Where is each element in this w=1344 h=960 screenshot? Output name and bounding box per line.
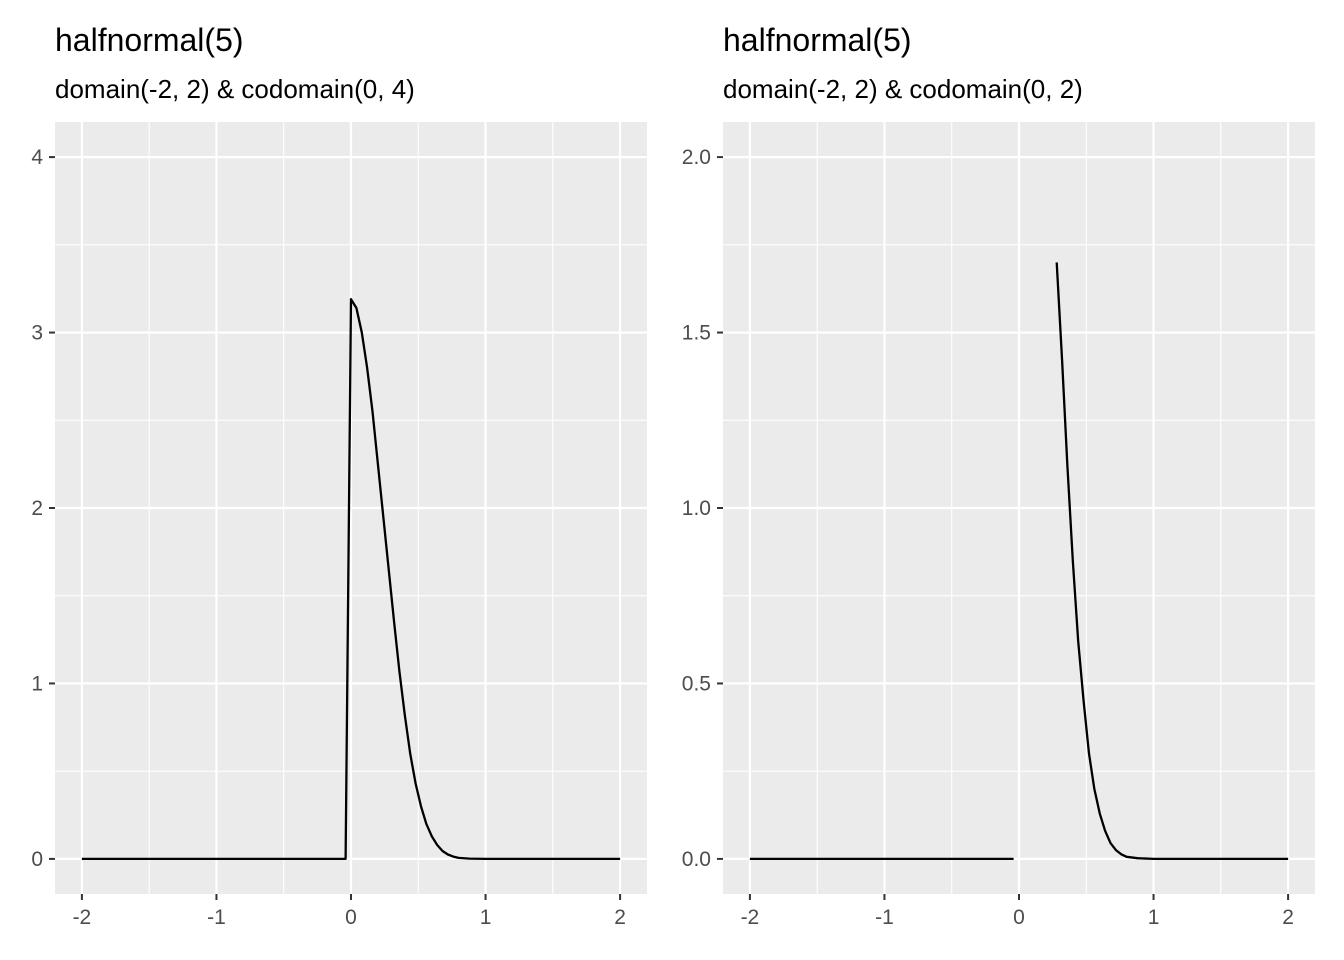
y-tick-label: 1 <box>31 672 43 695</box>
chart-title: halfnormal(5) <box>55 22 244 58</box>
chart-panel-right: halfnormal(5) domain(-2, 2) & codomain(0… <box>668 0 1336 960</box>
y-tick-label: 1.0 <box>682 497 711 520</box>
y-tick-label: 3 <box>31 322 43 345</box>
x-tick-label: -1 <box>207 906 226 929</box>
y-tick-label: 0.5 <box>682 672 711 695</box>
chart-plot-left: -2 -1 0 1 2 0 1 2 3 4 <box>31 122 647 929</box>
y-tick-label: 2.0 <box>682 146 711 169</box>
chart-panel-left: halfnormal(5) domain(-2, 2) & codomain(0… <box>0 0 668 960</box>
density-line <box>81 298 621 861</box>
x-tick-label: 1 <box>480 906 492 929</box>
y-tick-label: 0 <box>31 848 43 871</box>
x-tick-label: 2 <box>614 906 626 929</box>
x-tick-label: -2 <box>741 906 760 929</box>
chart-title: halfnormal(5) <box>723 22 912 58</box>
y-tick-label: 2 <box>31 497 43 520</box>
y-tick-label: 4 <box>31 146 43 169</box>
x-tick-label: 1 <box>1148 906 1160 929</box>
chart-subtitle: domain(-2, 2) & codomain(0, 4) <box>55 74 415 104</box>
x-tick-label: 0 <box>1013 906 1025 929</box>
x-tick-label: -1 <box>875 906 894 929</box>
y-tick-label: 1.5 <box>682 322 711 345</box>
y-tick-label: 0.0 <box>682 848 711 871</box>
chart-plot-right: -2 -1 0 1 2 0.0 0.5 1.0 1.5 2.0 <box>682 122 1315 929</box>
density-line <box>1055 262 1289 861</box>
chart-subtitle: domain(-2, 2) & codomain(0, 2) <box>723 74 1083 104</box>
x-tick-label: -2 <box>73 906 92 929</box>
x-tick-label: 2 <box>1282 906 1294 929</box>
x-tick-label: 0 <box>345 906 357 929</box>
